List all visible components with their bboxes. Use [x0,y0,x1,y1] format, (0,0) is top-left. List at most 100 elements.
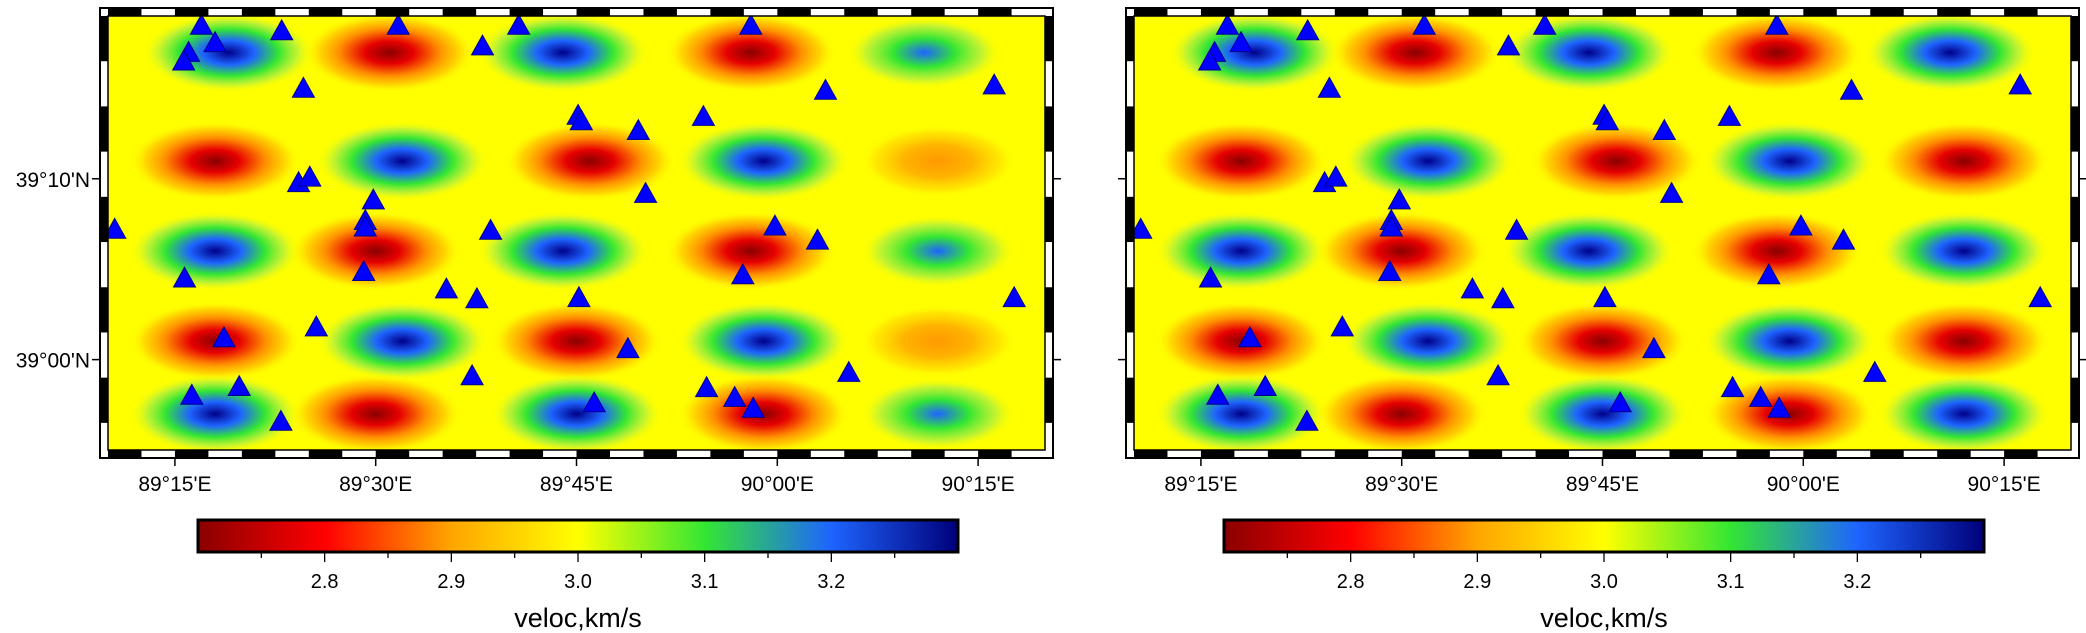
station-triangle [722,385,747,407]
station-triangle [1377,259,1402,281]
low-velocity-anomaly [664,211,837,292]
longitude-tick-label: 89°15'E [1164,473,1237,496]
station-triangle [1764,16,1789,35]
station-triangle [1608,390,1633,413]
station-triangle [633,181,658,203]
station-triangle [1496,34,1521,56]
low-velocity-anomaly [1690,211,1863,292]
station-triangle [465,286,489,309]
high-velocity-anomaly [316,121,489,202]
low-velocity-anomaly [1315,211,1488,292]
station-triangle [1839,78,1864,100]
low-velocity-anomaly [289,211,462,292]
longitude-tick-label: 89°45'E [540,473,613,496]
high-velocity-anomaly [677,121,850,202]
station-triangle [304,315,329,337]
high-velocity-anomaly [1864,16,2037,93]
station-triangle [1748,385,1773,407]
low-velocity-anomaly [1703,373,1876,450]
high-velocity-anomaly [1502,211,1675,292]
station-triangle [189,16,214,35]
station-triangle [1720,375,1745,398]
station-triangle [1197,49,1222,71]
colorbar-tick-label: 3.1 [1717,571,1745,593]
station-triangle [108,217,127,239]
station-triangle [982,73,1007,95]
station-triangle [1642,336,1666,359]
station-triangle [1412,16,1437,35]
colorbar-tick-label: 2.9 [437,571,465,593]
low-velocity-anomaly [129,121,302,202]
high-velocity-anomaly [860,215,1016,288]
colorbar: 2.8 2.9 3.0 3.1 3.2 veloc,km/s [1222,518,1986,633]
station-triangle [813,78,838,100]
station-triangle [1387,188,1412,210]
colorbar-title: veloc,km/s [1540,603,1668,633]
colorbar-title: veloc,km/s [514,603,642,633]
station-triangle [353,215,378,237]
station-triangle [1486,363,1510,386]
low-velocity-anomaly [1315,373,1488,450]
station-triangle [1789,214,1813,236]
colorbar-tick-label: 2.9 [1463,571,1491,593]
low-velocity-anomaly [860,125,1016,198]
station-triangle [805,228,830,250]
station-markers [1134,16,2053,431]
station-triangle [1253,374,1278,396]
station-triangle [386,16,411,35]
low-velocity-anomaly [1877,121,2050,202]
low-velocity-anomaly [1690,16,1863,93]
high-velocity-anomaly [476,211,649,292]
station-triangle [582,390,607,413]
longitude-tick-label: 89°15'E [138,473,211,496]
low-velocity-anomaly [1877,301,2050,382]
station-triangle [1491,286,1515,309]
observed-velocity-map-panel: 89°15'E 89°30'E 89°45'E 90°00'E 90°15'E 39°10… [16,7,1061,633]
map-frame [99,7,1054,459]
colorbar: 2.8 2.9 3.0 3.1 3.2 veloc,km/s [196,518,960,633]
high-velocity-anomaly [1168,16,1341,93]
station-triangle [1205,383,1230,405]
station-triangle [1330,315,1355,337]
station-triangle [1593,285,1617,308]
station-triangle [1295,18,1320,41]
low-velocity-anomaly [1155,301,1328,382]
low-velocity-anomaly [664,16,837,93]
station-triangle [1460,277,1485,299]
low-velocity-anomaly [1516,301,1689,382]
station-triangle [460,363,484,386]
station-triangle [171,49,196,71]
station-triangle [1532,16,1557,35]
colorbar-tick-label: 3.0 [564,571,592,593]
station-triangle [179,383,204,405]
station-triangle [1317,76,1342,98]
checkerboard-velocity-map-panel: 89°15'E 89°30'E 89°45'E 90°00'E 90°15'E2.8 2.… [1118,7,2086,633]
station-triangle [269,18,294,41]
latitude-tick-label: 39°00'N [16,350,90,373]
station-triangle [1323,165,1348,187]
station-triangle [1767,396,1792,418]
colorbar-tick-label: 2.8 [311,571,339,593]
station-triangle [738,16,763,35]
low-velocity-anomaly [303,16,476,93]
low-velocity-anomaly [490,301,663,382]
station-triangle [269,409,293,431]
station-triangle [694,375,719,398]
high-velocity-anomaly [1502,16,1675,93]
station-triangle [1134,217,1153,239]
station-triangle [1717,104,1742,126]
colorbar-tick-label: 3.0 [1590,571,1618,593]
longitude-tick-label: 89°45'E [1566,473,1639,496]
station-triangle [1295,409,1319,431]
low-velocity-anomaly [289,373,462,450]
station-triangle [1862,360,1887,382]
low-velocity-anomaly [860,305,1016,378]
station-triangle [1198,266,1223,288]
colorbar-ramp [1222,518,1986,554]
high-velocity-anomaly [316,301,489,382]
station-triangle [478,218,503,240]
high-velocity-anomaly [142,16,315,93]
latitude-tick-label: 39°10'N [16,169,90,192]
station-triangle [361,188,386,210]
longitude-tick-label: 90°00'E [1767,473,1840,496]
